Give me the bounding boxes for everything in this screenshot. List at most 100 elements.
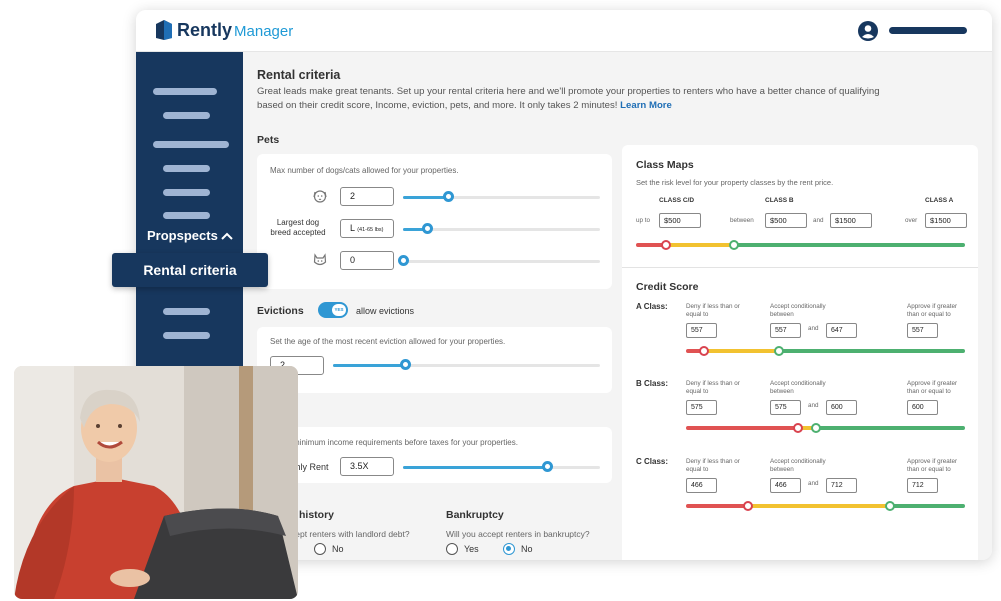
credit-green-segment [816, 426, 965, 430]
between-label: between [730, 217, 754, 224]
accept-high-input[interactable]: 712 [826, 478, 857, 493]
breed-select[interactable]: L (41-65 lbs) [340, 219, 394, 238]
income-slider-handle[interactable] [541, 461, 553, 472]
user-name-placeholder [889, 27, 967, 34]
chevron-up-icon [221, 232, 233, 240]
accept-low-input[interactable]: 466 [770, 478, 801, 493]
user-avatar-icon[interactable] [858, 21, 878, 41]
sidebar-item-7[interactable] [163, 308, 210, 315]
class-b-low-input[interactable]: $500 [765, 213, 807, 228]
class-map-red-segment [636, 243, 664, 247]
class-map-handle-low[interactable] [661, 240, 671, 250]
woman-with-laptop-illustration [14, 366, 298, 599]
app-window: Rently Manager Propspects Rental criteri… [136, 10, 992, 560]
eviction-slider-handle[interactable] [400, 359, 412, 370]
evictions-toggle[interactable]: YES [318, 302, 348, 318]
cats-slider-track[interactable] [403, 260, 600, 263]
rental-history-no-radio[interactable] [314, 543, 326, 555]
class-a-heading: CLASS A [925, 197, 954, 204]
logo[interactable]: Rently Manager [154, 18, 293, 42]
breed-label-line1: Largest dog [276, 218, 320, 227]
logo-primary-text: Rently [177, 19, 233, 40]
pets-section-label: Pets [257, 134, 280, 146]
class-b-high-input[interactable]: $1500 [830, 213, 872, 228]
class-cd-input[interactable]: $500 [659, 213, 701, 228]
dogs-slider-handle[interactable] [443, 191, 455, 202]
intro-text: Great leads make great tenants. Set up y… [257, 86, 880, 111]
eviction-slider-fill [333, 364, 406, 367]
card-divider [622, 267, 978, 268]
credit-green-segment [890, 504, 965, 508]
sidebar-item-5[interactable] [163, 189, 210, 196]
income-multiplier-input[interactable]: 3.5X [340, 457, 394, 476]
income-rent-label: thly Rent [293, 462, 329, 472]
deny-score-input[interactable]: 575 [686, 400, 717, 415]
and-label: and [813, 217, 824, 224]
credit-green-segment [779, 349, 965, 353]
accept-high-input[interactable]: 600 [826, 400, 857, 415]
credit-handle-high[interactable] [774, 346, 784, 356]
credit-handle-high[interactable] [811, 423, 821, 433]
rental-history-no-label: No [332, 544, 344, 554]
sidebar-item-4[interactable] [163, 165, 210, 172]
sidebar-item-3[interactable] [153, 141, 229, 148]
credit-score-title: Credit Score [636, 281, 699, 293]
approve-score-input[interactable]: 600 [907, 400, 938, 415]
dogs-slider-track[interactable] [403, 196, 600, 199]
page-title: Rental criteria [257, 68, 341, 82]
page-intro: Great leads make great tenants. Set up y… [257, 85, 897, 113]
up-to-label: up to [636, 217, 651, 224]
sidebar-prospects-label: Propspects [147, 228, 218, 243]
breed-slider-track[interactable] [403, 228, 600, 231]
eviction-slider-track[interactable] [333, 364, 600, 367]
credit-handle-low[interactable] [743, 501, 753, 511]
sidebar-item-2[interactable] [163, 112, 210, 119]
deny-score-input[interactable]: 557 [686, 323, 717, 338]
credit-yellow-segment [798, 426, 816, 430]
cats-count-input[interactable]: 0 [340, 251, 394, 270]
sidebar-item-8[interactable] [163, 332, 210, 339]
bankruptcy-title: Bankruptcy [446, 509, 504, 521]
over-label: over [905, 217, 918, 224]
accept-low-input[interactable]: 557 [770, 323, 801, 338]
breed-label: Largest dog breed accepted [262, 218, 334, 238]
user-photo [14, 366, 298, 599]
approve-score-input[interactable]: 712 [907, 478, 938, 493]
breed-slider-fill [403, 228, 427, 231]
class-map-handle-high[interactable] [729, 240, 739, 250]
credit-handle-high[interactable] [885, 501, 895, 511]
deny-label: Deny if less than or equal to [686, 303, 740, 318]
income-slider-fill [403, 466, 547, 469]
credit-class-label: B Class: [636, 379, 669, 388]
class-a-input[interactable]: $1500 [925, 213, 967, 228]
learn-more-link[interactable]: Learn More [620, 100, 672, 111]
main-content: Rental criteria Great leads make great t… [243, 52, 992, 560]
sidebar-item-6[interactable] [163, 212, 210, 219]
dogs-count-input[interactable]: 2 [340, 187, 394, 206]
approve-score-input[interactable]: 557 [907, 323, 938, 338]
evictions-card: Set the age of the most recent eviction … [257, 327, 612, 393]
credit-yellow-segment [748, 504, 890, 508]
logo-mark-icon [156, 20, 172, 40]
deny-label: Deny if less than or equal to [686, 380, 740, 395]
credit-handle-low[interactable] [793, 423, 803, 433]
rental-criteria-badge[interactable]: Rental criteria [112, 253, 268, 287]
income-hint: minimum income requirements before taxes… [293, 438, 518, 447]
cats-slider-handle[interactable] [398, 255, 409, 266]
breed-slider-handle[interactable] [421, 223, 433, 234]
sidebar-item-prospects[interactable]: Propspects [147, 228, 233, 243]
deny-label: Deny if less than or equal to [686, 458, 740, 473]
income-slider-track[interactable] [403, 466, 600, 469]
cat-icon [313, 253, 327, 266]
breed-value: L [350, 223, 355, 233]
bankruptcy-no-radio[interactable] [503, 543, 515, 555]
rental-history-title: history [299, 509, 335, 521]
approve-label: Approve if greater than or equal to [907, 380, 958, 395]
bankruptcy-yes-radio[interactable] [446, 543, 458, 555]
breed-label-line2: breed accepted [270, 228, 326, 237]
sidebar-item-1[interactable] [153, 88, 217, 95]
credit-handle-low[interactable] [699, 346, 709, 356]
accept-high-input[interactable]: 647 [826, 323, 857, 338]
deny-score-input[interactable]: 466 [686, 478, 717, 493]
accept-low-input[interactable]: 575 [770, 400, 801, 415]
